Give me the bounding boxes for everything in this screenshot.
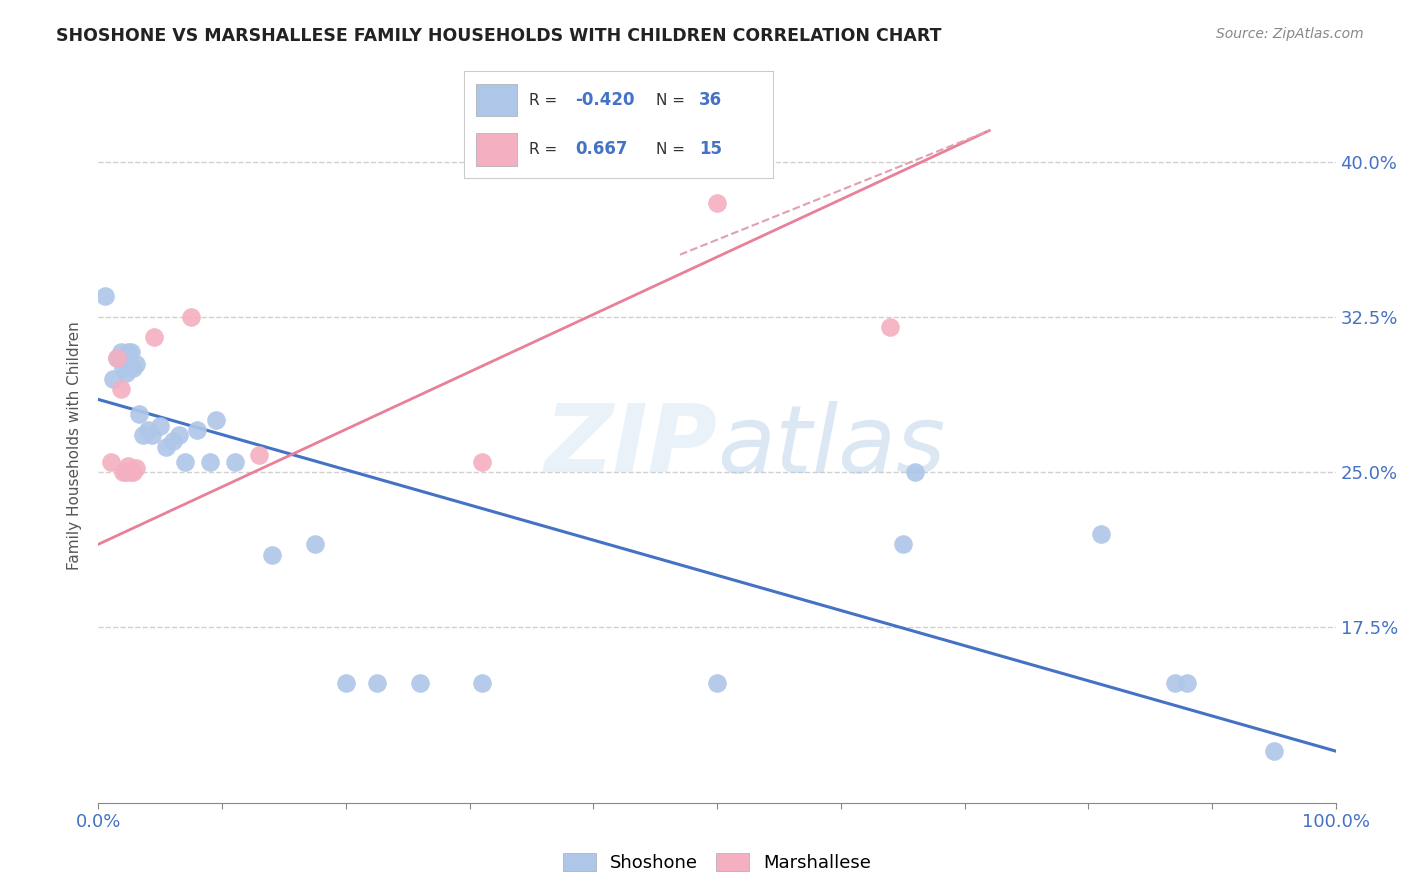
Point [110, 382, 132, 396]
Text: 36: 36 [699, 91, 723, 109]
Point [1263, 744, 1285, 758]
Text: atlas: atlas [717, 401, 945, 491]
Point [124, 460, 146, 475]
Point [471, 454, 494, 468]
Point [198, 454, 221, 468]
Point [471, 676, 494, 690]
Point [122, 465, 145, 479]
Text: N =: N = [655, 93, 689, 108]
Point [105, 351, 128, 365]
Point [112, 361, 135, 376]
Text: -0.420: -0.420 [575, 91, 636, 109]
Text: R =: R = [529, 142, 562, 157]
Point [706, 196, 728, 211]
Point [136, 424, 159, 438]
Point [409, 676, 432, 690]
Point [205, 413, 228, 427]
FancyBboxPatch shape [477, 84, 516, 116]
Point [335, 676, 357, 690]
Point [110, 344, 132, 359]
Point [114, 366, 136, 380]
Point [366, 676, 388, 690]
Point [174, 454, 197, 468]
Text: 0.667: 0.667 [575, 141, 628, 159]
Point [100, 454, 122, 468]
Point [706, 676, 728, 690]
Point [1175, 676, 1198, 690]
Point [124, 357, 146, 371]
Text: Source: ZipAtlas.com: Source: ZipAtlas.com [1216, 27, 1364, 41]
Text: 15: 15 [699, 141, 723, 159]
Text: ZIP: ZIP [544, 400, 717, 492]
Point [167, 427, 190, 442]
Point [114, 465, 136, 479]
FancyBboxPatch shape [477, 134, 516, 166]
Point [141, 427, 163, 442]
Point [122, 361, 145, 376]
Point [149, 419, 172, 434]
Point [247, 448, 270, 462]
Point [304, 537, 326, 551]
Point [117, 344, 139, 359]
Point [93, 289, 115, 303]
Point [120, 344, 142, 359]
Point [1164, 676, 1187, 690]
Point [143, 330, 166, 344]
Text: SHOSHONE VS MARSHALLESE FAMILY HOUSEHOLDS WITH CHILDREN CORRELATION CHART: SHOSHONE VS MARSHALLESE FAMILY HOUSEHOLD… [56, 27, 942, 45]
Point [180, 310, 202, 324]
Legend: Shoshone, Marshallese: Shoshone, Marshallese [555, 846, 879, 880]
Point [103, 372, 125, 386]
Point [128, 407, 150, 421]
Point [879, 320, 901, 334]
Text: N =: N = [655, 142, 689, 157]
Point [120, 465, 142, 479]
Point [162, 434, 184, 448]
Y-axis label: Family Households with Children: Family Households with Children [67, 322, 83, 570]
Point [891, 537, 914, 551]
Point [112, 465, 135, 479]
Point [186, 424, 208, 438]
Point [260, 548, 283, 562]
Text: R =: R = [529, 93, 562, 108]
Point [155, 440, 177, 454]
Point [224, 454, 246, 468]
Point [1090, 527, 1112, 541]
Point [117, 458, 139, 473]
Point [132, 427, 155, 442]
Point [904, 465, 927, 479]
Point [105, 351, 128, 365]
